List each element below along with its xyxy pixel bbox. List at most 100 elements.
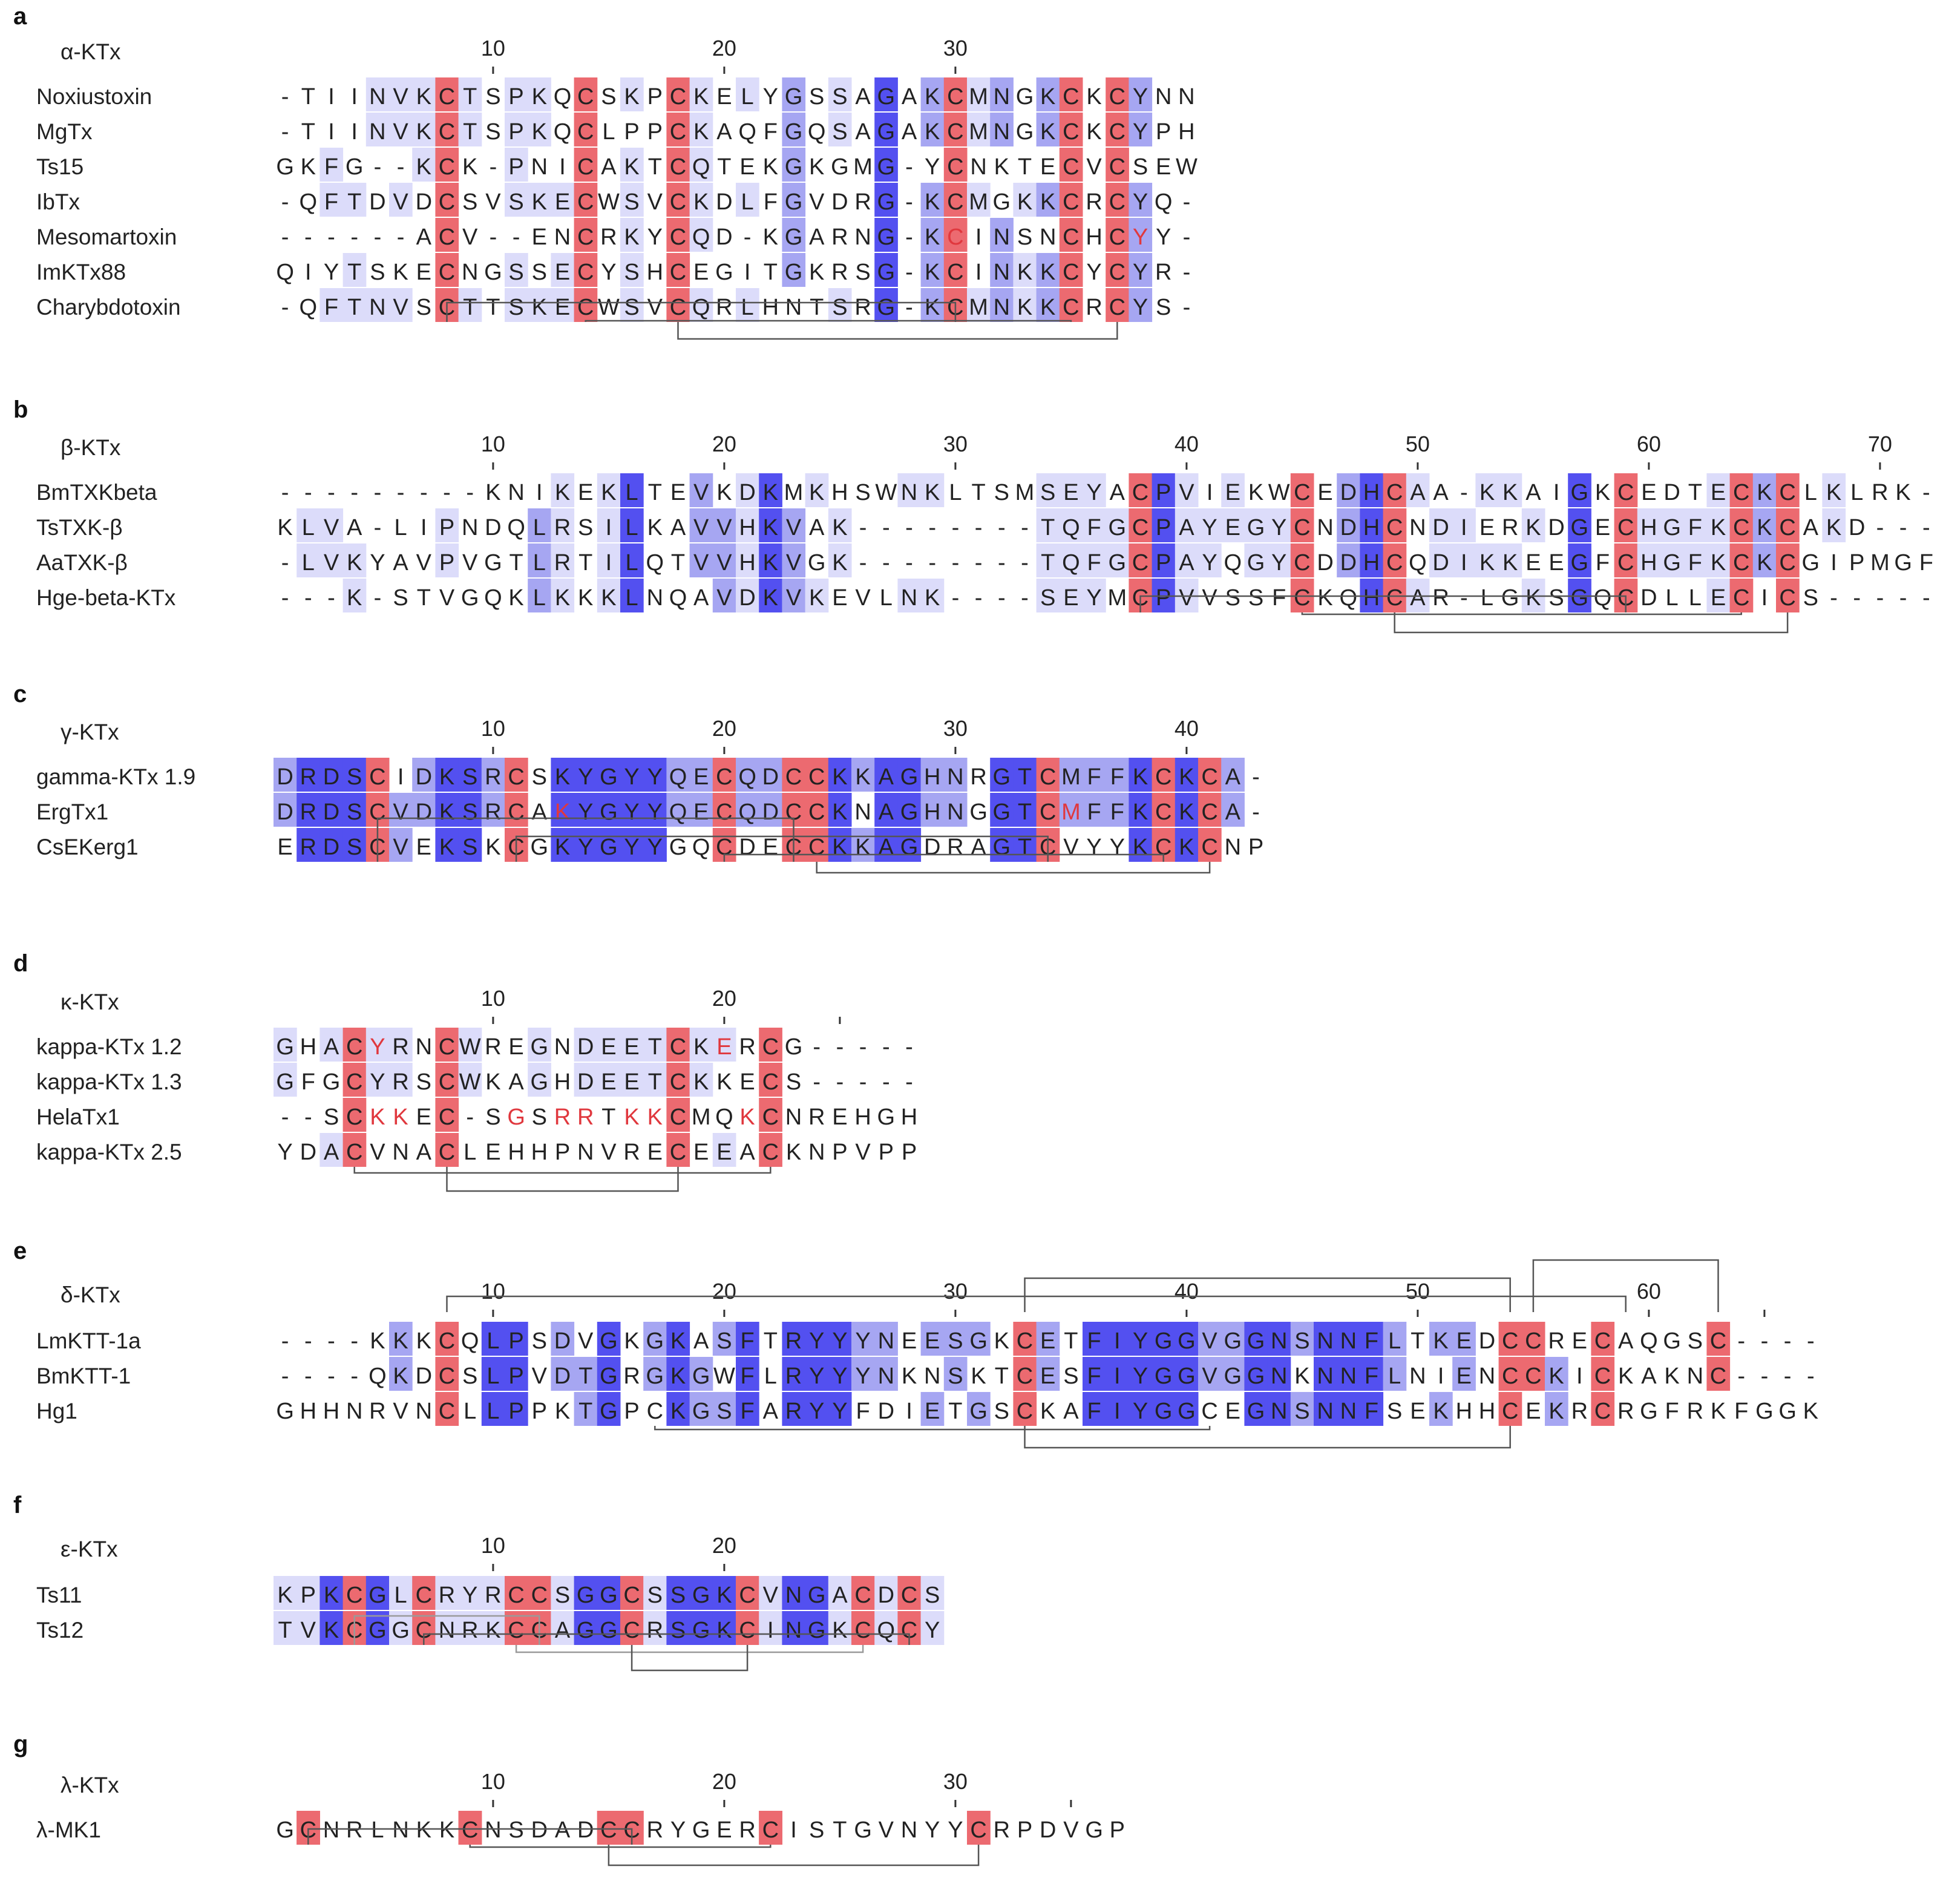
residue: R (300, 764, 316, 790)
residue: C (1525, 1328, 1541, 1354)
residue: - (1021, 585, 1029, 611)
residue: - (998, 585, 1006, 611)
residue: E (1456, 1364, 1472, 1389)
residue: K (1017, 295, 1032, 320)
residue: S (832, 295, 847, 320)
residue: C (808, 764, 825, 790)
residue: V (393, 799, 408, 825)
residue: - (1899, 515, 1907, 540)
residue: P (1017, 1817, 1032, 1843)
residue: K (1040, 84, 1055, 110)
residue: G (1501, 585, 1519, 611)
residue: F (740, 1364, 754, 1389)
residue: I (767, 1618, 774, 1643)
residue: R (554, 550, 571, 576)
residue: I (1576, 1364, 1583, 1389)
residue-cell (1013, 288, 1037, 322)
residue: G (1663, 1328, 1681, 1354)
residue-cell (389, 1611, 413, 1645)
residue: W (1176, 154, 1198, 180)
sequence-row: GHHNRVNCLLPPKTGPCKGSFARYYFDIETGSCKAFIYGG… (0, 1399, 1, 1424)
residue-cell (1290, 1322, 1314, 1356)
residue-cell (666, 1028, 690, 1062)
residue: I (328, 119, 335, 145)
tick-label: 50 (1406, 1279, 1430, 1304)
residue-cell (597, 473, 621, 507)
tick-label: 10 (481, 986, 505, 1011)
residue: I (1461, 515, 1467, 540)
residue: E (693, 260, 709, 285)
sequence-row: GHACYRNCWREGNDEETCKERCG----- (0, 1034, 1, 1060)
residue-cell (1752, 508, 1777, 542)
residue: - (1183, 295, 1191, 320)
residue-cell (528, 77, 551, 111)
residue: K (1803, 1399, 1818, 1424)
residue-cell (528, 508, 551, 542)
residue: T (601, 1105, 615, 1130)
residue: E (1641, 480, 1656, 505)
residue: T (717, 154, 731, 180)
residue: H (1363, 585, 1380, 611)
residue: C (1710, 1328, 1726, 1354)
residue-cell (712, 758, 736, 792)
residue: S (624, 260, 639, 285)
residue-cell (759, 1028, 782, 1062)
residue: Y (370, 1069, 385, 1095)
residue: - (905, 1069, 913, 1095)
residue: G (692, 1364, 710, 1389)
residue: K (832, 1618, 847, 1643)
residue: S (994, 480, 1009, 505)
residue-cell (1614, 473, 1638, 507)
residue-cell (1706, 473, 1731, 507)
residue: E (277, 835, 292, 860)
residue: A (1225, 799, 1241, 825)
sequence-row: -TIINVKCTSPKQCSKPCKELYGSSAGAKCMNGKCKCYNN (0, 84, 1, 110)
residue: - (1183, 260, 1191, 285)
residue: K (1595, 480, 1610, 505)
residue-cell (666, 183, 690, 217)
sequence-name: TsTXK-β (36, 515, 123, 540)
residue-cell (1337, 473, 1360, 507)
residue: - (1784, 1364, 1792, 1389)
residue-cell (782, 183, 806, 217)
residue: E (1063, 480, 1078, 505)
residue: Q (461, 1328, 479, 1354)
residue: K (416, 119, 431, 145)
residue: G (969, 1328, 988, 1354)
residue-cell (620, 543, 644, 577)
residue: L (395, 1583, 407, 1608)
residue: S (1387, 1399, 1402, 1424)
residue-cell (897, 758, 922, 792)
residue: C (1386, 550, 1403, 576)
residue: R (300, 835, 316, 860)
residue: S (1017, 225, 1032, 250)
residue: K (393, 1328, 408, 1354)
residue: W (598, 189, 620, 215)
residue: C (762, 1069, 779, 1095)
residue: K (670, 1399, 686, 1424)
residue: - (882, 1034, 890, 1060)
residue-cell (1429, 543, 1453, 577)
residue-cell (828, 1357, 852, 1391)
residue: K (1895, 480, 1910, 505)
residue: E (416, 1105, 431, 1130)
residue-cell (1360, 1357, 1384, 1391)
residue: K (485, 480, 500, 505)
residue-cell (920, 183, 945, 217)
residue: - (350, 1328, 358, 1354)
residue-cell (1729, 508, 1754, 542)
residue: L (487, 1399, 499, 1424)
residue: N (531, 154, 548, 180)
residue: E (1711, 585, 1726, 611)
residue-cell (1244, 1322, 1268, 1356)
residue-cell (597, 1322, 621, 1356)
residue: C (462, 1817, 478, 1843)
residue: K (1133, 799, 1148, 825)
residue-cell (1568, 508, 1591, 542)
residue-cell (505, 1576, 528, 1610)
residue-cell (1729, 473, 1754, 507)
residue-cell (319, 1133, 344, 1167)
residue: R (785, 1364, 802, 1389)
residue-cell (689, 113, 713, 146)
residue: C (508, 1583, 524, 1608)
